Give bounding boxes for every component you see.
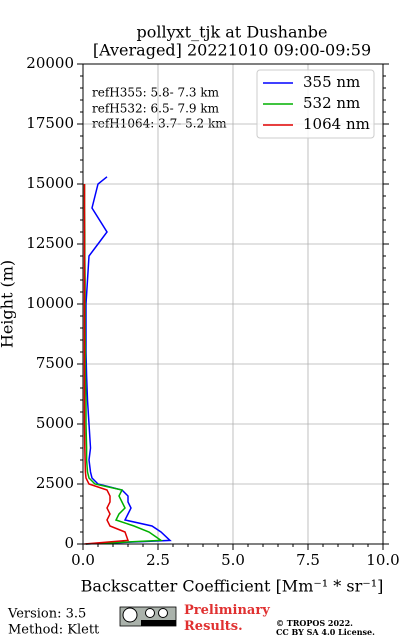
legend-box xyxy=(256,69,375,139)
x-tick-label: 0.0 xyxy=(71,551,95,569)
x-tick-label: 5.0 xyxy=(221,551,245,569)
y-tick-label: 20000 xyxy=(26,54,74,72)
method: Method: Klett xyxy=(8,623,100,638)
x-axis-label: Backscatter Coefficient [Mm⁻¹ * sr⁻¹] xyxy=(81,577,384,596)
y-tick-label: 10000 xyxy=(26,294,74,312)
status: Preliminary Results. xyxy=(184,603,270,634)
plot-frame xyxy=(82,63,384,545)
x-tick-label: 7.5 xyxy=(296,551,320,569)
annotation: refH355: 5.8- 7.3 km xyxy=(92,86,220,100)
y-tick-label: 2500 xyxy=(36,474,74,492)
y-tick-label: 17500 xyxy=(26,114,74,132)
y-tick-label: 0 xyxy=(64,534,74,552)
legend-label: 532 nm xyxy=(303,94,360,112)
y-tick-label: 15000 xyxy=(26,174,74,192)
copyright: © TROPOS 2022. xyxy=(276,618,353,628)
annotation: refH1064: 3.7- 5.2 km xyxy=(92,117,227,131)
y-tick-label: 7500 xyxy=(36,354,74,372)
legend-label: 1064 nm xyxy=(303,115,370,133)
x-tick-label: 10.0 xyxy=(366,551,399,569)
y-tick-label: 5000 xyxy=(36,414,74,432)
data-line xyxy=(83,184,130,545)
legend-label: 355 nm xyxy=(303,73,360,91)
data-line xyxy=(85,176,172,545)
annotation: refH532: 6.5- 7.9 km xyxy=(92,102,220,116)
y-tick-label: 12500 xyxy=(26,234,74,252)
chart-title: pollyxt_tjk at Dushanbe xyxy=(136,23,327,42)
license: CC BY SA 4.0 License. xyxy=(276,627,375,637)
version: Version: 3.5 xyxy=(7,607,86,622)
chart-subtitle: [Averaged] 20221010 09:00-09:59 xyxy=(93,41,371,60)
cc-badge xyxy=(119,606,177,627)
y-axis-label: Height (m) xyxy=(0,260,17,348)
x-tick-label: 2.5 xyxy=(146,551,170,569)
